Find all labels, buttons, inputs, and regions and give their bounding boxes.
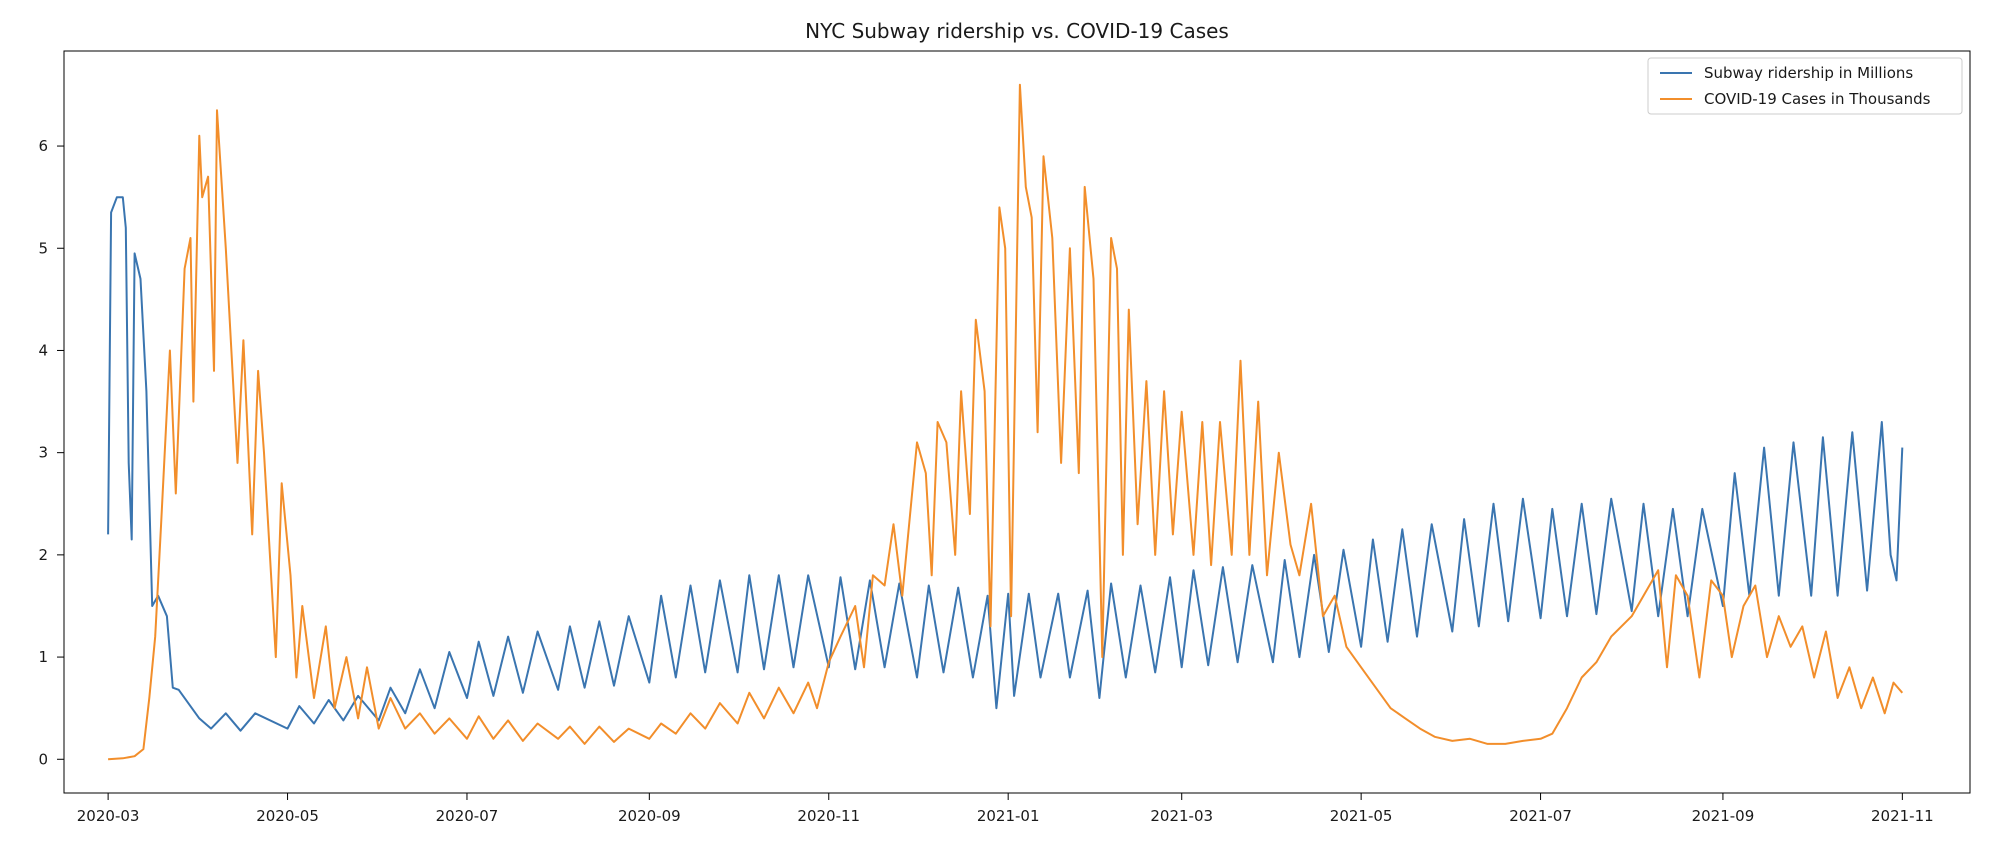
legend-label-covid: COVID-19 Cases in Thousands bbox=[1704, 90, 1931, 108]
y-tick-label: 6 bbox=[38, 137, 48, 155]
x-tick-label: 2020-07 bbox=[436, 807, 499, 825]
y-tick-label: 4 bbox=[38, 341, 48, 359]
series-line-ridership bbox=[107, 196, 1904, 732]
y-tick-label: 0 bbox=[38, 750, 48, 768]
x-tick-label: 2021-01 bbox=[977, 807, 1040, 825]
series-lines bbox=[107, 83, 1904, 761]
x-tick-label: 2020-09 bbox=[618, 807, 681, 825]
series-line-covid bbox=[108, 83, 1904, 761]
x-tick-label: 2021-07 bbox=[1509, 807, 1572, 825]
x-tick-label: 2021-11 bbox=[1871, 807, 1934, 825]
x-tick-label: 2021-03 bbox=[1150, 807, 1213, 825]
y-tick-label: 2 bbox=[38, 546, 48, 564]
legend: Subway ridership in Millions COVID-19 Ca… bbox=[1647, 57, 1963, 115]
x-tick-label: 2020-11 bbox=[797, 807, 860, 825]
x-axis: 2020-03 2020-05 2020-07 2020-09 2020-11 2021-… bbox=[77, 793, 1934, 825]
chart-title: NYC Subway ridership vs. COVID-19 Cases bbox=[805, 19, 1229, 43]
y-tick-label: 5 bbox=[38, 239, 48, 257]
y-tick-label: 3 bbox=[38, 444, 48, 462]
legend-box bbox=[1647, 57, 1963, 115]
x-tick-label: 2021-09 bbox=[1692, 807, 1755, 825]
legend-label-ridership: Subway ridership in Millions bbox=[1704, 64, 1913, 82]
plot-frame bbox=[63, 50, 1971, 794]
x-tick-label: 2020-05 bbox=[256, 807, 319, 825]
x-tick-label: 2021-05 bbox=[1330, 807, 1393, 825]
y-tick-label: 1 bbox=[38, 648, 48, 666]
x-tick-label: 2020-03 bbox=[77, 807, 140, 825]
y-axis: 0 1 2 3 4 5 6 bbox=[38, 137, 64, 768]
